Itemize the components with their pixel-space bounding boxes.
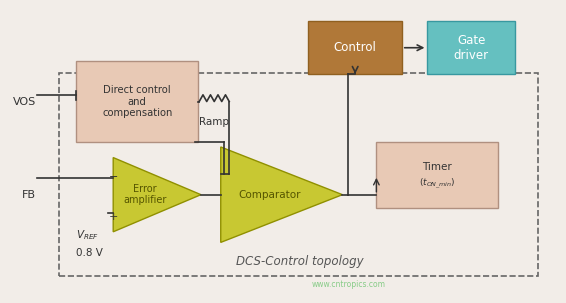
Text: Timer: Timer — [422, 162, 452, 172]
Text: www.cntropics.com: www.cntropics.com — [311, 280, 385, 289]
Text: −: − — [109, 172, 118, 182]
Text: $V_{REF}$: $V_{REF}$ — [76, 228, 100, 242]
Text: Direct control
and
compensation: Direct control and compensation — [102, 85, 173, 118]
FancyBboxPatch shape — [76, 61, 198, 142]
Text: FB: FB — [22, 189, 36, 200]
Text: Error
amplifier: Error amplifier — [123, 184, 166, 205]
Text: 0.8 V: 0.8 V — [76, 248, 103, 258]
Bar — [59, 73, 538, 276]
Text: VOS: VOS — [12, 96, 36, 107]
FancyBboxPatch shape — [427, 21, 515, 74]
Text: +: + — [109, 211, 118, 222]
FancyBboxPatch shape — [308, 21, 402, 74]
FancyBboxPatch shape — [376, 142, 498, 208]
Text: Gate
driver: Gate driver — [453, 34, 489, 62]
Polygon shape — [113, 158, 201, 232]
Text: Ramp: Ramp — [199, 117, 229, 127]
Text: DCS-Control topology: DCS-Control topology — [236, 255, 364, 268]
Text: $(t_{ON\_min})$: $(t_{ON\_min})$ — [419, 177, 456, 191]
Polygon shape — [221, 147, 342, 242]
Text: Control: Control — [334, 41, 376, 54]
Text: Comparator: Comparator — [238, 190, 301, 200]
